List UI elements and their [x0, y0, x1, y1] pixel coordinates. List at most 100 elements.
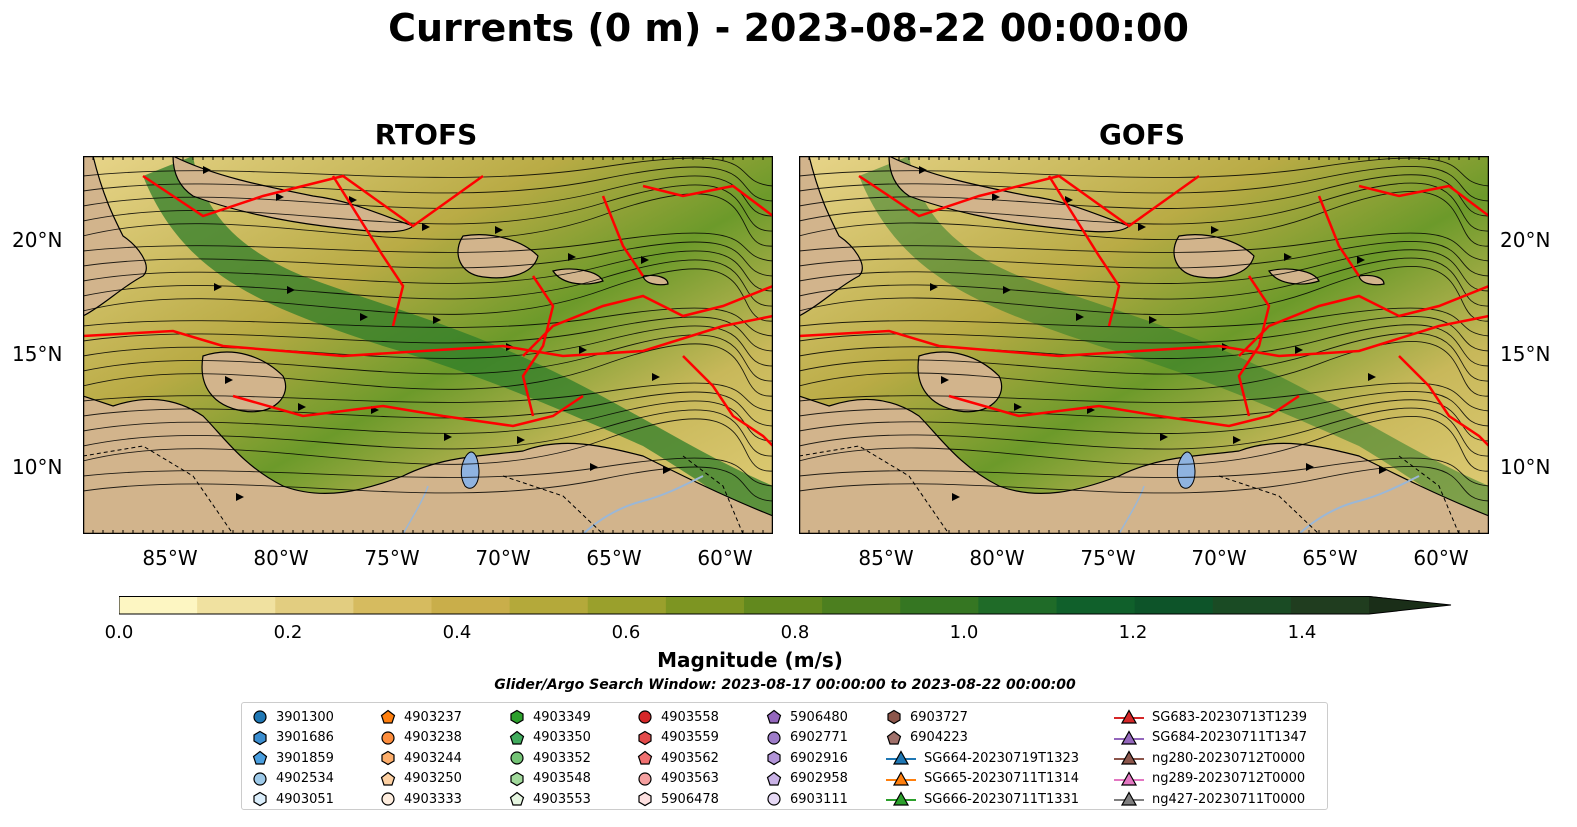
colorbar — [119, 596, 1452, 615]
legend-item-label: SG666-20230711T1331 — [924, 791, 1080, 807]
legend-column: 6903727 6904223 SG664-20230719T1323 SG665-2… — [886, 707, 1079, 810]
legend-item: 5906480 — [766, 707, 848, 728]
colorbar-segment — [744, 596, 823, 614]
legend-item: 4903352 — [509, 748, 591, 769]
legend-marker-icon — [637, 750, 653, 765]
legend-item-label: ng280-20230712T0000 — [1152, 750, 1306, 766]
legend-item: 4903563 — [637, 769, 719, 790]
legend-item-label: SG683-20230713T1239 — [1152, 709, 1308, 725]
panel-title-gofs: GOFS — [1098, 118, 1186, 151]
colorbar-segment — [978, 596, 1057, 614]
legend-item-label: SG684-20230711T1347 — [1152, 730, 1308, 746]
lon-tick-label: 75°W — [364, 546, 420, 570]
legend-item: SG683-20230713T1239 — [1114, 707, 1307, 728]
legend-marker-icon — [510, 710, 524, 725]
legend-item: 6902958 — [766, 769, 848, 790]
legend-item-label: 5906480 — [790, 709, 848, 725]
legend-marker-icon — [767, 731, 781, 745]
colorbar-tick-label: 0.4 — [442, 622, 472, 643]
legend-marker-icon — [510, 751, 524, 765]
legend-marker-icon — [1114, 750, 1144, 765]
legend-marker-icon — [253, 710, 267, 724]
legend-marker-icon — [886, 730, 902, 745]
legend-item: 3901859 — [252, 748, 334, 769]
legend-item-label: SG664-20230719T1323 — [924, 750, 1080, 766]
legend-item: ng289-20230712T0000 — [1114, 769, 1307, 790]
legend-item: SG664-20230719T1323 — [886, 748, 1079, 769]
legend-item: ng427-20230711T0000 — [1114, 789, 1307, 810]
colorbar-segment — [353, 596, 432, 614]
legend-marker-icon — [638, 772, 652, 786]
legend-item: 6902916 — [766, 748, 848, 769]
legend-marker-icon — [381, 792, 395, 806]
legend-item-label: 3901300 — [276, 709, 334, 725]
lat-tick-label-right: 15°N — [1500, 342, 1551, 366]
legend-item: 3901686 — [252, 728, 334, 749]
legend-item-label: 4903244 — [404, 750, 462, 766]
legend-item: 4902534 — [252, 769, 334, 790]
lon-tick-label: 85°W — [142, 546, 198, 570]
legend-column: 4903237 4903238 4903244 4903250 4903333 — [380, 707, 462, 810]
legend-item: SG684-20230711T1347 — [1114, 728, 1307, 749]
legend-marker-icon — [638, 730, 652, 745]
legend-item: 4903237 — [380, 707, 462, 728]
legend-item-label: 4903558 — [661, 709, 719, 725]
legend-marker-icon — [887, 710, 901, 725]
legend-item: 5906478 — [637, 789, 719, 810]
legend-item: SG665-20230711T1314 — [886, 769, 1079, 790]
legend-item: 4903051 — [252, 789, 334, 810]
legend-marker-icon — [381, 731, 395, 745]
colorbar-segment — [1212, 596, 1292, 614]
lat-tick-label-left: 20°N — [12, 228, 63, 252]
legend-item-label: SG665-20230711T1314 — [924, 771, 1080, 787]
legend-item-label: 6902916 — [790, 750, 848, 766]
legend-item-label: 4903352 — [533, 750, 591, 766]
legend-item-label: 4903350 — [533, 730, 591, 746]
legend-item-label: 4903563 — [661, 771, 719, 787]
lon-tick-label: 60°W — [697, 546, 753, 570]
legend-item-label: 6904223 — [910, 730, 968, 746]
colorbar-label: Magnitude (m/s) — [657, 648, 843, 672]
colorbar-tick-label: 1.4 — [1287, 622, 1317, 643]
search-window-text: Glider/Argo Search Window: 2023-08-17 00… — [494, 677, 1076, 693]
legend-column: 4903349 4903350 4903352 4903548 4903553 — [509, 707, 591, 810]
colorbar-segment — [431, 596, 511, 614]
legend-item-label: 4903548 — [533, 771, 591, 787]
colorbar-tick-label: 0.2 — [273, 622, 303, 643]
colorbar-segment — [509, 596, 589, 614]
colorbar-segment — [587, 596, 667, 614]
legend-marker-icon — [767, 792, 781, 806]
legend-marker-icon — [252, 750, 268, 765]
lon-tick-label: 70°W — [1191, 546, 1247, 570]
legend-item: 4903238 — [380, 728, 462, 749]
legend-marker-icon — [766, 771, 782, 786]
legend-marker-icon — [1114, 791, 1144, 806]
legend-item: 4903562 — [637, 748, 719, 769]
legend-item-label: ng427-20230711T0000 — [1152, 791, 1306, 807]
legend-item-label: 4902534 — [276, 771, 334, 787]
legend-marker-icon — [638, 710, 652, 724]
lon-tick-label: 65°W — [1302, 546, 1358, 570]
legend-item: ng280-20230712T0000 — [1114, 748, 1307, 769]
colorbar-segment — [822, 596, 901, 614]
legend-item: 3901300 — [252, 707, 334, 728]
colorbar-tick-label: 0.6 — [611, 622, 641, 643]
lon-tick-label: 70°W — [475, 546, 531, 570]
legend-item-label: 4903250 — [404, 771, 462, 787]
legend-item: 6903727 — [886, 707, 1079, 728]
legend-marker-icon — [253, 730, 267, 745]
legend-marker-icon — [380, 709, 396, 724]
legend-marker-icon — [509, 730, 525, 745]
legend-marker-icon — [1114, 730, 1144, 745]
lat-tick-label-left: 10°N — [12, 455, 63, 479]
legend-item: 6903111 — [766, 789, 848, 810]
colorbar-tick-label: 1.0 — [949, 622, 979, 643]
map-panel-gofs — [799, 156, 1489, 534]
legend-item: 6904223 — [886, 728, 1079, 749]
legend-marker-icon — [766, 709, 782, 724]
legend-item-label: 4903238 — [404, 730, 462, 746]
map-content — [83, 156, 773, 534]
legend-marker-icon — [886, 771, 916, 786]
legend: 3901300 3901686 3901859 4902534 4903051 49032… — [241, 702, 1328, 810]
legend-item-label: 3901859 — [276, 750, 334, 766]
